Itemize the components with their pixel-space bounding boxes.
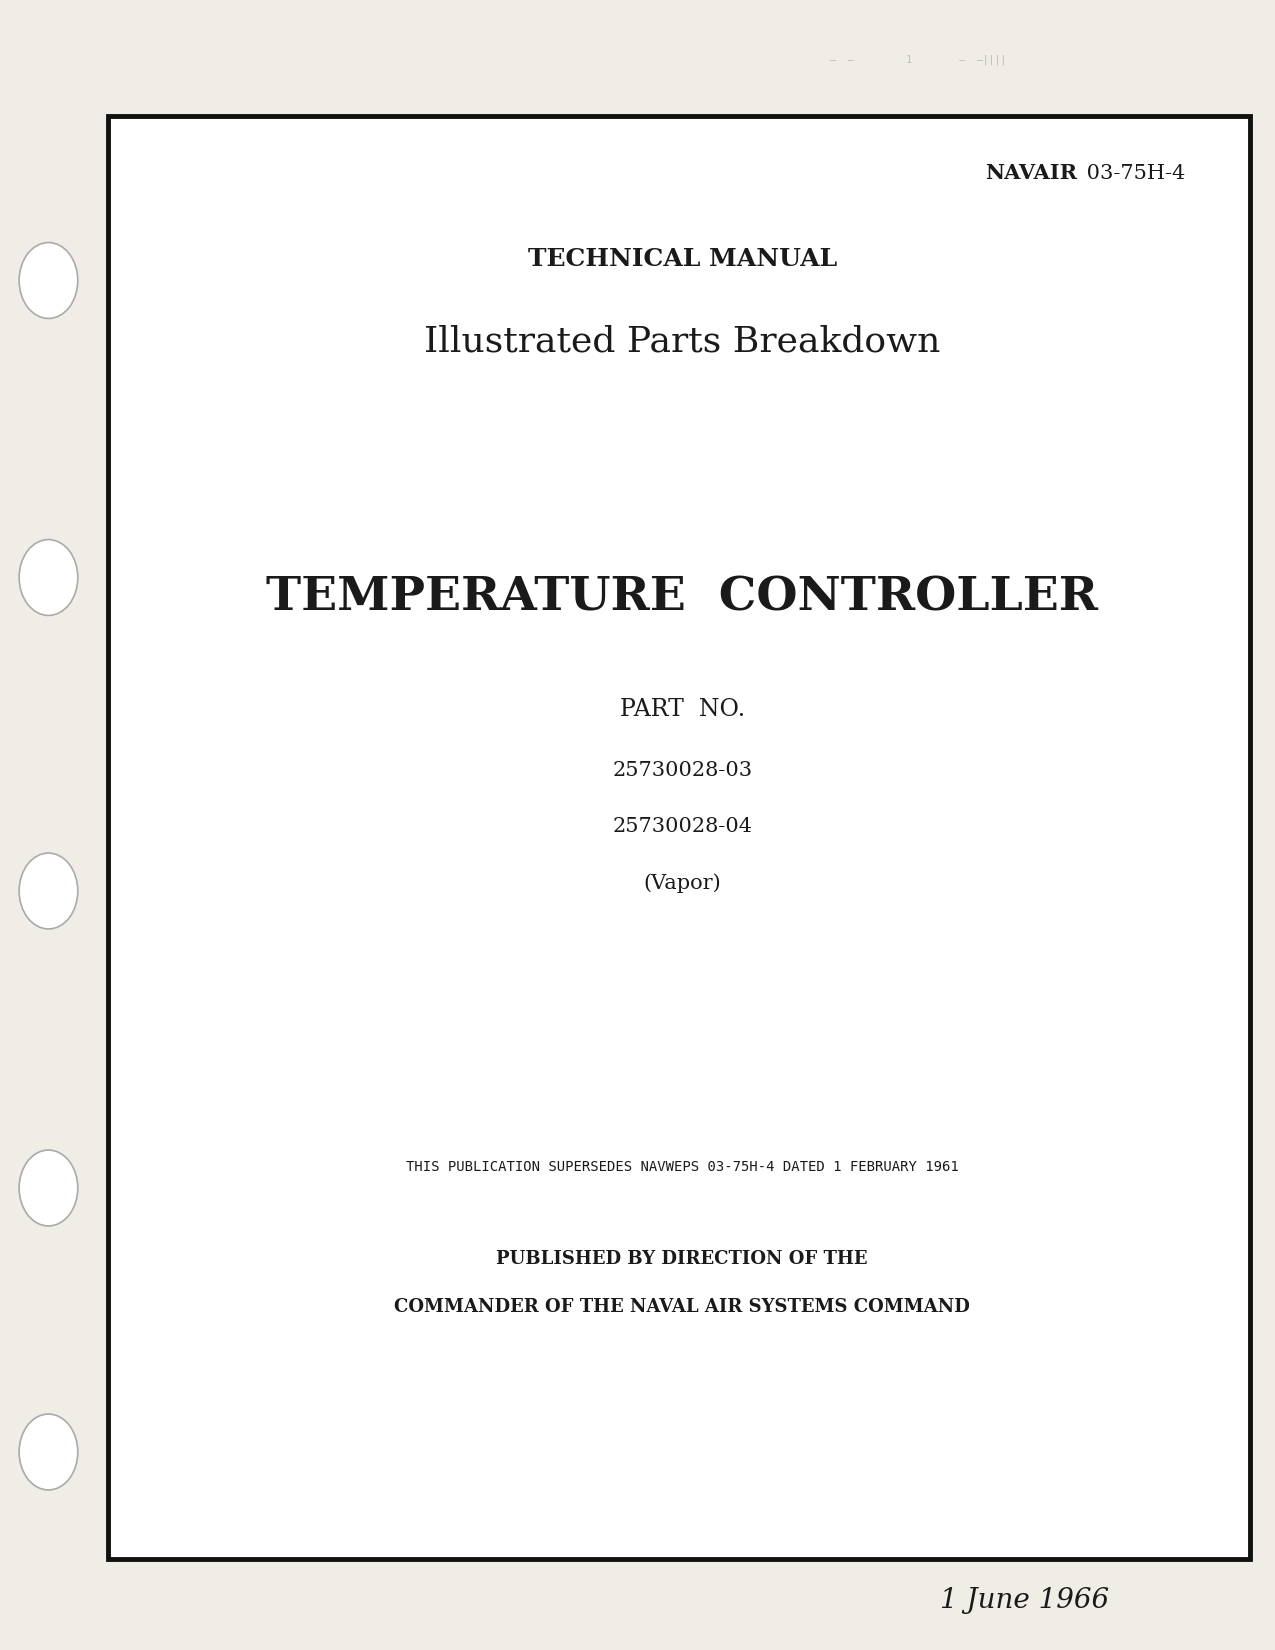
Text: —  —         1        —  —||||: — — 1 — —|||| <box>830 54 1006 64</box>
Text: 03-75H-4: 03-75H-4 <box>1080 163 1186 183</box>
Circle shape <box>19 540 78 615</box>
Text: TECHNICAL MANUAL: TECHNICAL MANUAL <box>528 248 836 271</box>
Circle shape <box>19 1414 78 1490</box>
Text: COMMANDER OF THE NAVAL AIR SYSTEMS COMMAND: COMMANDER OF THE NAVAL AIR SYSTEMS COMMA… <box>394 1299 970 1315</box>
Text: PART  NO.: PART NO. <box>620 698 745 721</box>
Circle shape <box>19 853 78 929</box>
Circle shape <box>19 1150 78 1226</box>
Text: 1 June 1966: 1 June 1966 <box>940 1587 1109 1614</box>
Bar <box>108 116 1250 1559</box>
Circle shape <box>19 243 78 318</box>
Text: PUBLISHED BY DIRECTION OF THE: PUBLISHED BY DIRECTION OF THE <box>496 1251 868 1267</box>
Text: (Vapor): (Vapor) <box>644 873 720 893</box>
Text: TEMPERATURE  CONTROLLER: TEMPERATURE CONTROLLER <box>266 574 1098 620</box>
Text: THIS PUBLICATION SUPERSEDES NAVWEPS 03-75H-4 DATED 1 FEBRUARY 1961: THIS PUBLICATION SUPERSEDES NAVWEPS 03-7… <box>405 1160 959 1173</box>
Bar <box>108 116 1250 1559</box>
Text: 25730028-04: 25730028-04 <box>612 817 752 837</box>
Text: Illustrated Parts Breakdown: Illustrated Parts Breakdown <box>423 325 940 358</box>
Text: NAVAIR: NAVAIR <box>986 163 1077 183</box>
Text: 25730028-03: 25730028-03 <box>612 761 752 780</box>
